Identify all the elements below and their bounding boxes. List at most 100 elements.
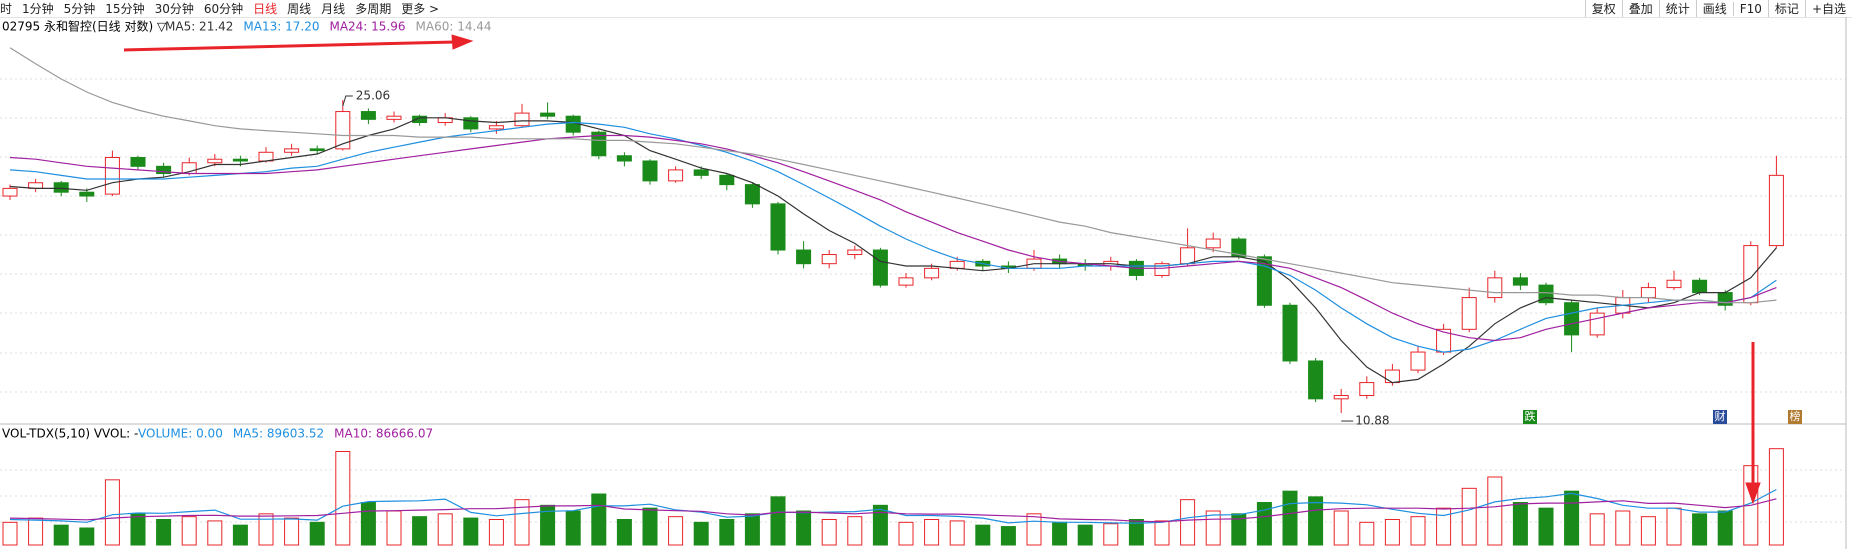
period-tab[interactable]: 周线 [287, 2, 312, 16]
badge: 财 [1713, 410, 1727, 424]
tool-button[interactable]: 复权 [1584, 0, 1622, 17]
volume-bar [616, 519, 632, 546]
tool-button[interactable]: 标记 [1767, 0, 1805, 17]
candle-body [309, 148, 325, 152]
candle-body [514, 112, 530, 127]
volume-bar [309, 521, 325, 546]
candle-body [693, 169, 709, 176]
volume-bar [949, 520, 965, 546]
legend-entry: MA5: 89603.52 [233, 427, 324, 441]
candle-body [232, 158, 248, 162]
candle-body [924, 267, 940, 279]
period-tab[interactable]: 时 [0, 2, 13, 16]
volume-bar [1128, 519, 1144, 546]
legend-entry: MA24: 15.96 [329, 20, 405, 34]
candle-body [1589, 312, 1605, 336]
volume-bar [2, 521, 18, 546]
candle-body [1308, 360, 1324, 400]
price-title: 02795 永和智控(日线 对数) ▽ [2, 19, 167, 34]
volume-bar [386, 510, 402, 546]
legend-entry: VOLUME: 0.00 [138, 427, 223, 441]
candle-body [1256, 256, 1272, 306]
candle-body [1359, 382, 1375, 397]
candle-body [2, 187, 18, 197]
tool-button[interactable]: +自选 [1804, 0, 1852, 17]
candle-body [386, 115, 402, 120]
volume-bar [1154, 520, 1170, 546]
tool-button[interactable]: 画线 [1695, 0, 1733, 17]
high-label: 25.06 [356, 88, 390, 102]
candle-body [540, 112, 556, 117]
candle-body [360, 111, 376, 120]
legend-entry: MA5: 21.42 [165, 20, 233, 34]
candle-body [898, 277, 914, 286]
candle-body [1640, 287, 1656, 299]
candle-body [1717, 292, 1733, 306]
tool-button[interactable]: F10 [1732, 2, 1768, 16]
candle-body [488, 125, 504, 130]
volume-bar [360, 502, 376, 546]
low-label: 10.88 [1355, 414, 1389, 428]
candle-body [104, 156, 120, 195]
period-tab[interactable]: 30分钟 [154, 2, 194, 16]
volume-bar [514, 499, 530, 546]
candle-body [53, 182, 69, 193]
volume-bar [1666, 507, 1682, 546]
arrow-head [1745, 482, 1761, 505]
volume-bar [1077, 524, 1093, 546]
volume-bar [130, 513, 146, 546]
candle-body [821, 254, 837, 265]
tool-button[interactable]: 叠加 [1621, 0, 1659, 17]
volume-bar [1231, 513, 1247, 546]
arrow-head [451, 34, 474, 50]
period-tab[interactable]: 更多 > [401, 2, 440, 16]
candle-body [872, 249, 888, 286]
candle-body [79, 191, 95, 197]
volume-bar [872, 504, 888, 546]
candle-body [719, 174, 735, 186]
volume-bar [975, 524, 991, 546]
volume-bar [693, 521, 709, 546]
tool-button[interactable]: 统计 [1658, 0, 1696, 17]
volume-bar [796, 510, 812, 546]
volume-bar [1436, 507, 1452, 546]
period-tab[interactable]: 月线 [321, 2, 346, 16]
candle-body [156, 165, 172, 175]
period-tab[interactable]: 1分钟 [22, 2, 54, 16]
volume-bar [1717, 510, 1733, 546]
period-tab[interactable]: 多周期 [355, 2, 392, 16]
candle-body [744, 184, 760, 205]
candle-body [1282, 304, 1298, 362]
period-tab[interactable]: 15分钟 [105, 2, 145, 16]
volume-bar [1026, 513, 1042, 546]
volume-title: VOL-TDX(5,10) VVOL: - [2, 427, 138, 441]
period-tab[interactable]: 60分钟 [203, 2, 244, 16]
volume-bar [335, 451, 351, 546]
period-tab[interactable]: 5分钟 [63, 2, 96, 16]
badge: 榜 [1788, 410, 1802, 424]
volume-bar [1589, 513, 1605, 546]
volume-bar [79, 527, 95, 546]
candle-body [770, 203, 786, 251]
candle-body [591, 131, 607, 157]
period-tab[interactable]: 日线 [253, 2, 278, 16]
badge: 跌 [1523, 410, 1537, 424]
volume-bar [28, 517, 44, 546]
volume-bar [156, 519, 172, 546]
volume-bar [1487, 476, 1503, 546]
volume-bar [565, 510, 581, 546]
candle-body [796, 249, 812, 265]
volume-bar [104, 479, 120, 546]
volume-bar [719, 519, 735, 546]
ma-line [9, 117, 1777, 384]
volume-bar [744, 513, 760, 546]
volume-bar [488, 519, 504, 546]
candle-body [1512, 277, 1528, 286]
volume-bar [258, 513, 274, 546]
volume-bar [1692, 513, 1708, 546]
ma-line [9, 134, 1777, 342]
volume-bar [232, 524, 248, 546]
arrows [123, 34, 1761, 505]
